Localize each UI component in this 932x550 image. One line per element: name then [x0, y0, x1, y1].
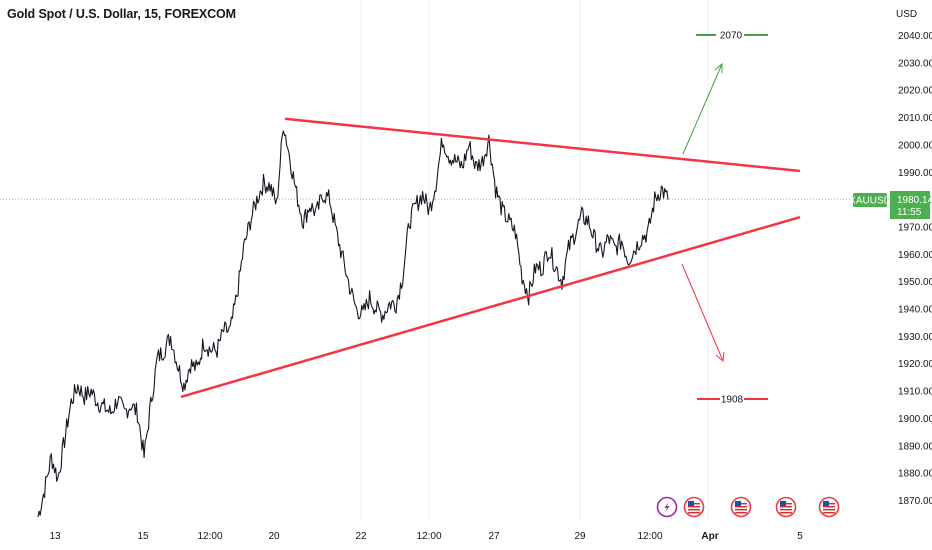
price-tick-label: 2020.00 [898, 86, 932, 97]
price-tick-label: 1910.00 [898, 387, 932, 398]
bar-countdown: 11:55 [897, 207, 922, 218]
time-tick-label: 22 [355, 531, 367, 542]
price-tick-label: 1940.00 [898, 305, 932, 316]
price-tick-label: 1960.00 [898, 250, 932, 261]
time-tick-label: 13 [49, 531, 61, 542]
upper-target-label: 2070 [720, 31, 743, 42]
price-tick-label: 1880.00 [898, 469, 932, 480]
price-tick-label: 2040.00 [898, 31, 932, 42]
last-price-badge: XAUUSD 1980.14 11:55 [849, 191, 932, 219]
us-flag-icon[interactable] [818, 496, 840, 518]
lower-target-label: 1908 [721, 395, 744, 406]
time-tick-label: Apr [701, 531, 718, 542]
time-tick-label: 27 [488, 531, 500, 542]
economic-events[interactable] [656, 496, 840, 518]
time-tick-label: 20 [268, 531, 280, 542]
price-tick-label: 1920.00 [898, 359, 932, 370]
time-axis[interactable]: 13 15 12:00 20 22 12:00 27 29 12:00 Apr 5 [49, 531, 803, 542]
lower-trendline[interactable] [180, 216, 801, 398]
upper-target-marker[interactable]: 2070 [696, 31, 768, 42]
price-tick-label: 1900.00 [898, 414, 932, 425]
session-gridlines [360, 0, 709, 520]
time-tick-label: 12:00 [637, 531, 662, 542]
time-tick-label: 29 [574, 531, 586, 542]
lightning-icon[interactable] [656, 496, 678, 518]
price-tick-label: 1890.00 [898, 441, 932, 452]
price-series [37, 130, 669, 518]
last-price-value: 1980.14 [897, 195, 932, 206]
time-tick-label: 5 [797, 531, 803, 542]
last-price-symbol: XAUUSD [849, 196, 891, 207]
price-tick-label: 1870.00 [898, 496, 932, 507]
us-flag-icon[interactable] [683, 496, 705, 518]
price-tick-label: 1930.00 [898, 332, 932, 343]
price-tick-label: 1950.00 [898, 277, 932, 288]
time-tick-label: 12:00 [197, 531, 222, 542]
time-tick-label: 12:00 [416, 531, 441, 542]
bearish-projection-arrow[interactable] [681, 263, 725, 362]
price-tick-label: 1990.00 [898, 168, 932, 179]
lower-target-marker[interactable]: 1908 [697, 395, 768, 406]
price-tick-label: 1970.00 [898, 222, 932, 233]
time-tick-label: 15 [137, 531, 149, 542]
price-axis[interactable]: USD 2040.00 2030.00 2020.00 2010.00 2000.00 1… [896, 9, 932, 507]
price-tick-label: 2000.00 [898, 140, 932, 151]
us-flag-icon[interactable] [775, 496, 797, 518]
bullish-projection-arrow[interactable] [682, 62, 723, 155]
price-tick-label: 2030.00 [898, 58, 932, 69]
upper-trendline[interactable] [284, 117, 801, 173]
price-axis-unit: USD [896, 9, 917, 20]
chart-title: Gold Spot / U.S. Dollar, 15, FOREXCOM [7, 7, 236, 21]
us-flag-icon[interactable] [730, 496, 752, 518]
price-tick-label: 2010.00 [898, 113, 932, 124]
